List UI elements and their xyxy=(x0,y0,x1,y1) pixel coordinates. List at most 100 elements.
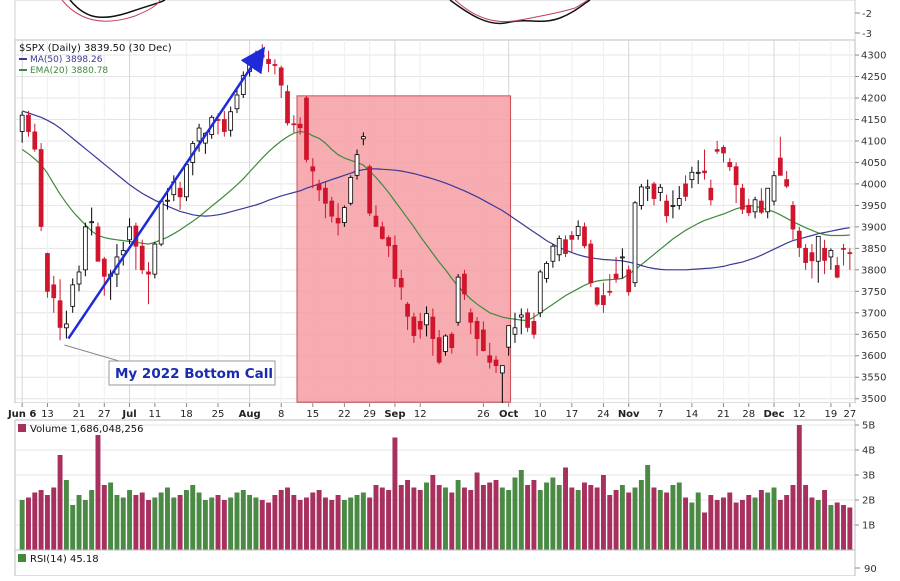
candle xyxy=(727,158,733,172)
candle xyxy=(89,207,95,236)
candle xyxy=(512,312,518,343)
date-tick-label: Jun 6 xyxy=(7,409,36,420)
candle-body-down xyxy=(146,271,151,275)
volume-bar xyxy=(613,490,619,550)
date-tick-label: 25 xyxy=(212,409,225,420)
volume-bar xyxy=(63,480,69,550)
candle-body-down xyxy=(101,258,107,277)
price-tick-label: 4250 xyxy=(861,72,886,83)
candle-body-up xyxy=(82,226,88,271)
candle-body-up xyxy=(550,245,556,262)
volume-bar xyxy=(733,502,739,550)
candle-body-down xyxy=(177,187,183,198)
candle-body-down xyxy=(683,183,688,197)
candle-body-up xyxy=(638,186,644,206)
ema20-legend-label: EMA(20) 3880.78 xyxy=(30,66,108,76)
volume-bar xyxy=(746,495,752,550)
candle xyxy=(316,179,322,202)
candle xyxy=(82,222,88,277)
candle-body-down xyxy=(285,91,290,124)
volume-bar xyxy=(177,495,183,550)
candle-body-up xyxy=(556,238,562,256)
candle-body-down xyxy=(759,200,764,213)
candle-body-down xyxy=(834,265,840,278)
candle xyxy=(582,222,587,249)
volume-bar xyxy=(272,495,278,550)
volume-bar xyxy=(146,500,151,550)
volume-bar xyxy=(51,487,57,550)
volume-bar xyxy=(89,490,95,550)
candle xyxy=(607,274,613,296)
candle xyxy=(272,59,278,75)
indicator-line-red xyxy=(61,0,161,22)
candle-body-down xyxy=(405,303,410,317)
candle-body-down xyxy=(278,67,284,86)
price-tick-label: 3750 xyxy=(861,287,886,298)
volume-bar xyxy=(607,495,613,550)
candle-body-down xyxy=(493,359,499,367)
volume-bar xyxy=(424,482,429,550)
volume-bar xyxy=(582,482,587,550)
candle-body-down xyxy=(32,131,38,150)
volume-bar xyxy=(499,487,505,550)
date-axis-band xyxy=(15,403,855,420)
volume-bar xyxy=(815,500,821,550)
candle-body-up xyxy=(76,271,82,285)
volume-bar xyxy=(259,500,265,550)
rsi-tick-90: 90 xyxy=(864,564,877,575)
candle-body-down xyxy=(51,284,57,299)
candle-body-up xyxy=(342,207,347,223)
date-tick-label: 17 xyxy=(565,409,578,420)
candle-body-down xyxy=(38,149,44,227)
volume-bar xyxy=(455,480,461,550)
date-tick-label: Dec xyxy=(764,409,785,420)
candle xyxy=(695,160,701,184)
volume-bar xyxy=(638,480,644,550)
volume-panel: 1B 2B 3B 4B 5B Volume 1,686,048,256 xyxy=(14,419,875,551)
candle xyxy=(196,123,202,152)
candle xyxy=(601,282,606,313)
volume-bar xyxy=(537,490,543,550)
volume-bar xyxy=(727,492,733,550)
candle xyxy=(847,248,853,270)
candle xyxy=(19,111,25,143)
volume-bar xyxy=(834,502,840,550)
candle-body-down xyxy=(784,179,790,187)
candle-body-down xyxy=(430,316,436,339)
callout-box xyxy=(108,360,276,386)
volume-bar xyxy=(512,477,518,550)
volume-bar xyxy=(127,490,133,550)
price-tick-label: 3500 xyxy=(861,394,886,405)
candle-body-down xyxy=(607,290,613,293)
candle xyxy=(240,71,246,98)
volume-bar xyxy=(32,492,38,550)
candle-body-up xyxy=(443,335,448,352)
candle xyxy=(645,179,651,202)
candle-body-down xyxy=(822,247,827,261)
candle xyxy=(613,256,619,283)
price-tick-label: 4050 xyxy=(861,158,886,169)
volume-bar xyxy=(784,495,790,550)
candle-body-up xyxy=(354,154,360,176)
candle-body-up xyxy=(228,111,234,131)
candle xyxy=(221,110,227,137)
volume-bar xyxy=(209,497,215,550)
volume-bar xyxy=(367,497,373,550)
candle-body-up xyxy=(815,235,821,262)
volume-bar xyxy=(228,497,234,550)
candle xyxy=(32,123,38,152)
candle-body-up xyxy=(670,204,676,207)
date-tick-label: 14 xyxy=(686,409,699,420)
indicator-line-dark-2 xyxy=(449,0,591,25)
candle xyxy=(266,50,271,73)
candle xyxy=(354,149,360,180)
volume-bar xyxy=(645,465,651,550)
candle-body-up xyxy=(632,202,638,284)
candle-body-up xyxy=(689,171,695,181)
volume-bar xyxy=(19,500,25,550)
date-tick-label: 7 xyxy=(657,409,663,420)
candle xyxy=(158,200,164,247)
candle xyxy=(740,183,745,214)
price-tick-label: 3650 xyxy=(861,330,886,341)
candle xyxy=(234,87,240,114)
